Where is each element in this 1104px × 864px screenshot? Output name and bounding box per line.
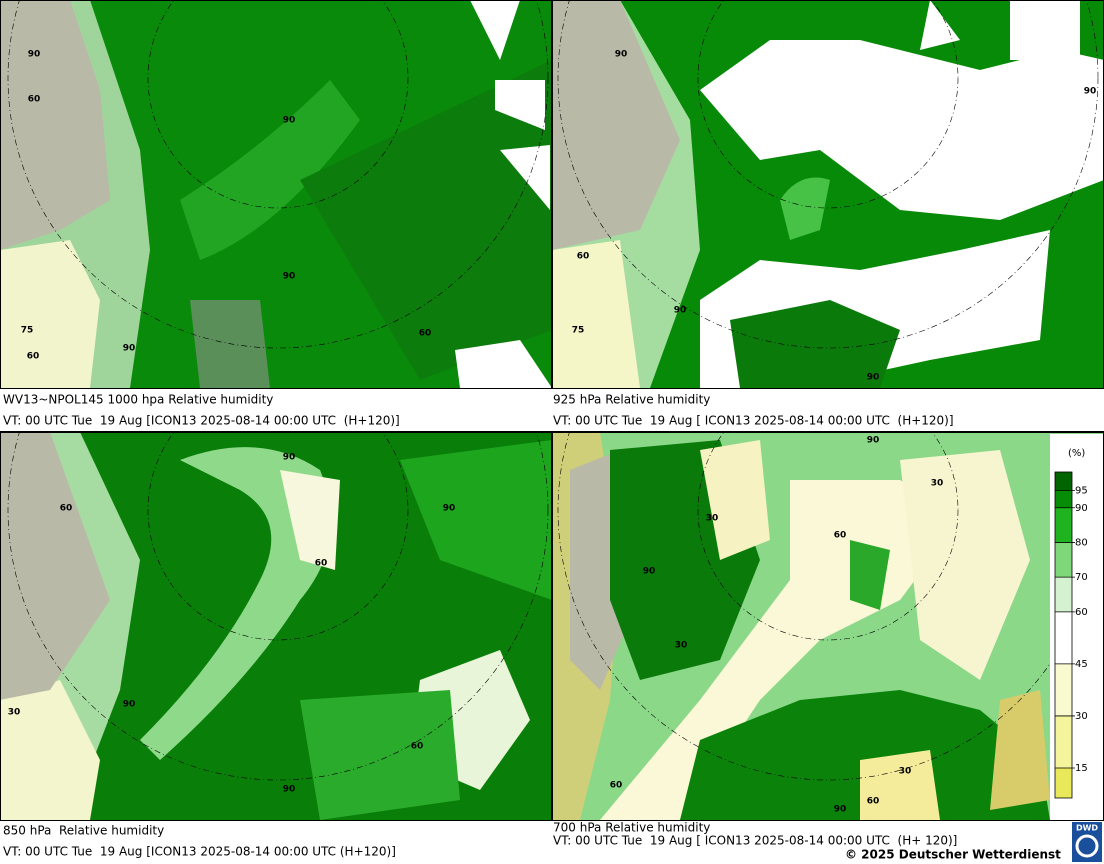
contour-label: 90 (283, 116, 296, 126)
tick-label: 90 (1075, 503, 1088, 514)
valid-time: VT: 00 UTC Tue 19 Aug [ ICON13 2025-08-1… (553, 414, 954, 428)
color-bin (1055, 507, 1072, 543)
graticule (7, 1, 1099, 781)
contour-label: 90 (283, 272, 296, 282)
contour-label: 90 (867, 436, 880, 446)
caption-box (553, 389, 1103, 431)
tick-label: 70 (1075, 572, 1088, 583)
contour-label: 30 (899, 767, 912, 777)
caption-box (1, 821, 551, 863)
contour-label: 75 (572, 326, 585, 336)
map-panel (553, 433, 1103, 820)
contour-label: 90 (674, 306, 687, 316)
colorbar: 15 30 45 60 70 80 90 95 (1054, 471, 1088, 799)
contour-label: 90 (283, 785, 296, 795)
valid-time: VT: 00 UTC Tue 19 Aug [ICON13 2025-08-14… (3, 414, 400, 428)
contour-label: 30 (8, 708, 21, 718)
contour-label: 90 (615, 50, 628, 60)
contour-label: 60 (411, 742, 424, 752)
panel-caption: 850 hPa Relative humidity (3, 824, 164, 838)
contour-label: 90 (867, 373, 880, 383)
color-bin (1055, 472, 1072, 491)
color-bin (1055, 490, 1072, 508)
colorbar-frame (1054, 471, 1073, 799)
map-panel (1, 1, 551, 388)
tick-label: 95 (1075, 485, 1088, 496)
tick-label: 30 (1075, 711, 1088, 722)
valid-time: VT: 00 UTC Tue 19 Aug [ICON13 2025-08-14… (3, 845, 396, 859)
contour-label: 90 (123, 344, 136, 354)
contour-label: 60 (27, 352, 40, 362)
map-panel (1, 433, 551, 820)
valid-time: VT: 00 UTC Tue 19 Aug [ ICON13 2025-08-1… (553, 834, 957, 848)
color-bin (1055, 663, 1072, 716)
tick-label: 45 (1075, 659, 1088, 670)
contour-label: 90 (443, 504, 456, 514)
copyright: © 2025 Deutscher Wetterdienst (845, 848, 1061, 862)
contour-label: 60 (28, 95, 41, 105)
contour-labels: 90 60 90 90 90 60 60 75 90 60 90 90 90 75 90 60 60 90 90 60… (8, 50, 1097, 815)
contour-label: 90 (1084, 87, 1097, 97)
contour-label: 90 (283, 453, 296, 463)
color-bin (1055, 542, 1072, 578)
panel-caption: WV13~NPOL145 1000 hpa Relative humidity (3, 393, 273, 407)
logo: DWD (1076, 824, 1098, 833)
caption-box (1, 389, 551, 431)
contour-label: 60 (867, 797, 880, 807)
panel-caption: 700 hPa Relative humidity (553, 821, 710, 835)
color-bin (1055, 577, 1072, 612)
contour-label: 90 (834, 805, 847, 815)
contour-label: 60 (834, 531, 847, 541)
contour-label: 75 (21, 326, 34, 336)
tick-label: 15 (1075, 763, 1088, 774)
contour-label: 60 (315, 559, 328, 569)
frames (0, 0, 1104, 821)
contour-label: 30 (675, 641, 688, 651)
tick-label: 80 (1075, 537, 1088, 548)
map-panel (553, 1, 1103, 388)
contour-label: 60 (60, 504, 73, 514)
logo-swirl (1075, 834, 1099, 858)
panel-caption: 925 hPa Relative humidity (553, 393, 710, 407)
contour-label: 90 (643, 567, 656, 577)
contour-label: 60 (610, 781, 623, 791)
contour-label: 90 (28, 50, 41, 60)
contour-label: 60 (577, 252, 590, 262)
contour-label: 30 (931, 479, 944, 489)
contour-label: 60 (419, 329, 432, 339)
tick-label: 60 (1075, 607, 1088, 618)
color-bin (1055, 611, 1072, 664)
color-bin (1055, 715, 1072, 768)
contour-label: 90 (123, 700, 136, 710)
legend-unit: (%) (1068, 448, 1085, 459)
contour-label: 30 (706, 514, 719, 524)
color-bin (1055, 768, 1072, 798)
caption-box (553, 821, 1103, 863)
